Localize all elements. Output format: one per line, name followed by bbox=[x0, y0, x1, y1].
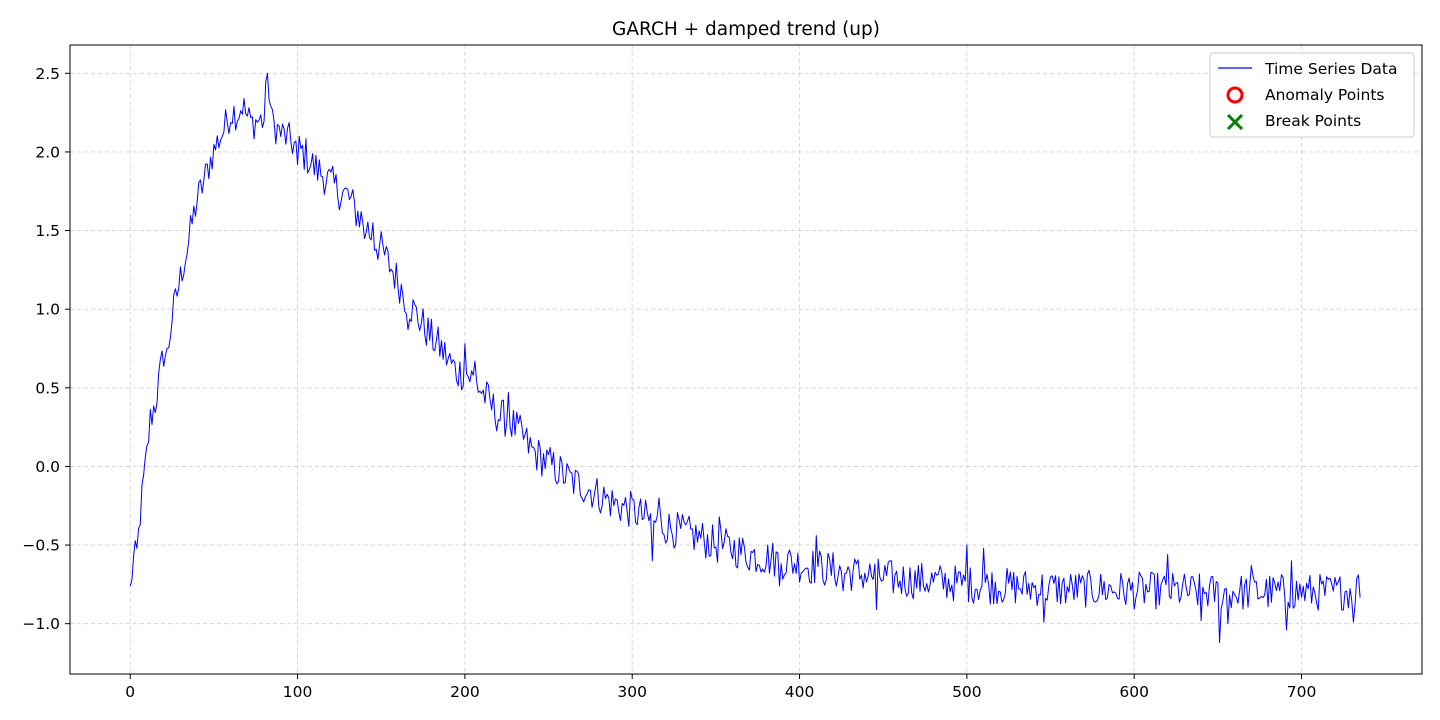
legend-label-anomaly: Anomaly Points bbox=[1265, 86, 1384, 104]
y-tick-label: 0.0 bbox=[35, 458, 60, 476]
x-tick-label: 400 bbox=[785, 683, 815, 701]
x-tick-label: 100 bbox=[283, 683, 313, 701]
x-tick-label: 300 bbox=[617, 683, 647, 701]
break-x-icon bbox=[1226, 113, 1244, 131]
tick-layer: 0 100 200 300 400 500 600 700 −1.0 −0.5 0.0 0.5 1.0 1… bbox=[22, 65, 1316, 701]
y-tick-label: −0.5 bbox=[22, 537, 60, 555]
y-tick-label: 1.5 bbox=[35, 222, 60, 240]
anomaly-circle-icon bbox=[1226, 86, 1244, 104]
series-line-time-series bbox=[129, 72, 1361, 644]
plot-frame bbox=[69, 44, 1423, 675]
y-tick-label: 2.5 bbox=[35, 65, 60, 83]
legend: Time Series Data Anomaly Points Break Po… bbox=[1209, 52, 1415, 138]
y-tick-label: −1.0 bbox=[22, 615, 60, 633]
legend-label-break: Break Points bbox=[1265, 112, 1361, 130]
x-tick-label: 200 bbox=[450, 683, 480, 701]
x-tick-label: 700 bbox=[1287, 683, 1317, 701]
grid-layer bbox=[70, 45, 1422, 674]
x-tick-label: 500 bbox=[952, 683, 982, 701]
y-tick-label: 1.0 bbox=[35, 301, 60, 319]
legend-box bbox=[1209, 52, 1415, 138]
x-tick-label: 600 bbox=[1119, 683, 1149, 701]
legend-label-time-series: Time Series Data bbox=[1264, 60, 1397, 78]
x-tick-label: 0 bbox=[125, 683, 135, 701]
y-tick-label: 2.0 bbox=[35, 143, 60, 161]
y-tick-label: 0.5 bbox=[35, 379, 60, 397]
chart-title: GARCH + damped trend (up) bbox=[612, 19, 880, 40]
series-layer bbox=[129, 72, 1361, 644]
